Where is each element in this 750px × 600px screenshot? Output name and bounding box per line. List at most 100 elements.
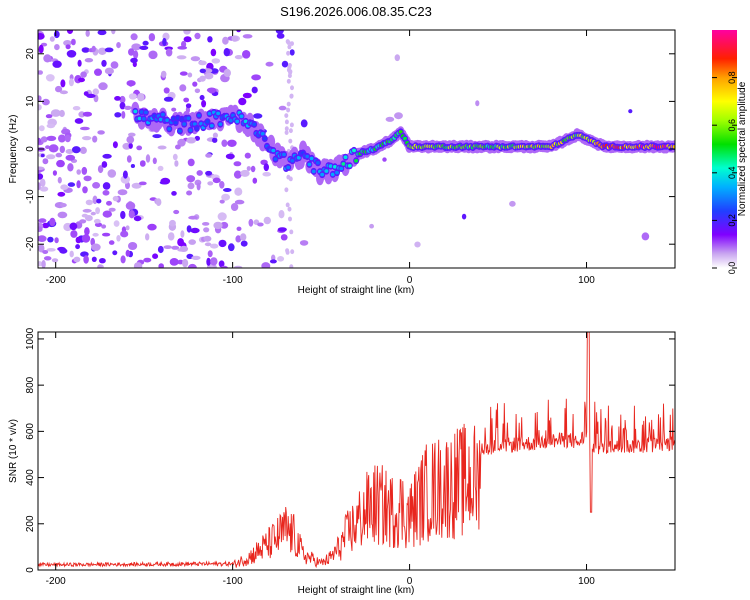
noise-blob (199, 94, 205, 101)
noise-blob (46, 123, 55, 129)
noise-blob (112, 195, 119, 202)
noise-blob (183, 36, 192, 43)
noise-blob (248, 218, 254, 227)
ridge-core (188, 128, 193, 132)
noise-blob (394, 54, 400, 62)
noise-blob (212, 177, 221, 184)
noise-blob (38, 226, 43, 232)
noise-blob (251, 86, 258, 94)
noise-blob (286, 78, 291, 84)
noise-blob (222, 36, 229, 45)
noise-blob (262, 171, 272, 177)
noise-blob (98, 47, 107, 55)
noise-blob (38, 173, 44, 180)
noise-blob (42, 98, 50, 106)
spectrogram-x-label: Height of straight line (km) (298, 285, 415, 296)
ridge-core (137, 116, 142, 121)
noise-blob (382, 157, 387, 162)
noise-blob (128, 48, 135, 56)
ridge-core (143, 110, 148, 115)
noise-blob (110, 61, 119, 69)
noise-blob (81, 47, 90, 53)
colorbar-tick-label: 0.2 (727, 214, 737, 227)
noise-blob (167, 232, 175, 241)
ridge-core (347, 164, 352, 168)
noise-blob (194, 32, 201, 40)
noise-blob (176, 55, 187, 60)
y-tick-label: -10 (25, 189, 36, 204)
x-tick-label: 0 (407, 275, 413, 286)
y-tick-label: 1000 (25, 327, 36, 350)
noise-blob (286, 101, 291, 107)
noise-blob (253, 113, 263, 119)
noise-blob (47, 236, 54, 243)
noise-blob (84, 58, 94, 63)
noise-blob (76, 169, 81, 175)
noise-blob (289, 49, 295, 56)
noise-blob (90, 211, 96, 216)
noise-blob (509, 200, 516, 207)
noise-blob (92, 195, 98, 205)
ridge-core (235, 119, 240, 124)
ridge-core (305, 154, 310, 159)
ridge-core (252, 122, 257, 127)
snr-y-label: SNR (10 * v/v) (8, 419, 19, 483)
noise-blob (186, 137, 197, 144)
noise-blob (106, 200, 112, 206)
noise-blob (83, 175, 92, 182)
y-tick-label: 200 (25, 515, 36, 532)
noise-blob (82, 208, 92, 213)
noise-blob (38, 218, 47, 223)
noise-blob (60, 203, 67, 208)
ridge-core (141, 117, 146, 121)
noise-blob (194, 88, 201, 94)
noise-blob (52, 170, 58, 176)
noise-blob (251, 74, 261, 81)
colorbar-gradient (712, 30, 737, 268)
noise-blob (114, 96, 121, 101)
noise-blob (289, 122, 294, 128)
noise-blob (124, 105, 132, 110)
noise-blob (286, 107, 291, 113)
noise-blob (152, 134, 162, 139)
noise-blob (220, 221, 229, 229)
noise-blob (78, 77, 85, 83)
y-tick-label: 600 (25, 423, 36, 440)
noise-blob (188, 239, 196, 245)
noise-blob (221, 193, 231, 201)
ridge-core (271, 148, 276, 153)
noise-blob (54, 44, 60, 51)
snr-panel: -200 -100 0 100 0 200 400 600 800 1000 Height of… (8, 327, 676, 596)
noise-blob (139, 160, 146, 167)
ridge-core (175, 116, 180, 120)
noise-blob (75, 236, 82, 244)
noise-blob (97, 165, 104, 174)
noise-blob (38, 182, 41, 191)
colorbar-tick-label: 0.0 (727, 262, 737, 275)
spectrogram-y-axis: -20 -10 0 10 20 (25, 48, 675, 251)
noise-blob (233, 265, 243, 268)
noise-blob (204, 242, 212, 247)
ridge-core (243, 119, 248, 124)
noise-blob (289, 229, 294, 235)
noise-blob (187, 182, 195, 190)
noise-blob (93, 218, 101, 224)
noise-blob (45, 114, 53, 119)
noise-blob (102, 182, 111, 190)
ridge-core (182, 122, 187, 126)
noise-blob (261, 262, 271, 268)
noise-blob (210, 48, 217, 57)
ridge-core (354, 159, 359, 163)
noise-blob (177, 238, 185, 247)
noise-blob (92, 88, 100, 95)
noise-blob (107, 169, 117, 178)
noise-blob (91, 243, 101, 251)
ridge-core (218, 122, 223, 126)
noise-blob (59, 109, 65, 118)
noise-blob (284, 130, 289, 136)
noise-blob (169, 258, 179, 266)
noise-blob (104, 47, 114, 53)
noise-blob (152, 157, 157, 165)
noise-blob (225, 153, 235, 160)
